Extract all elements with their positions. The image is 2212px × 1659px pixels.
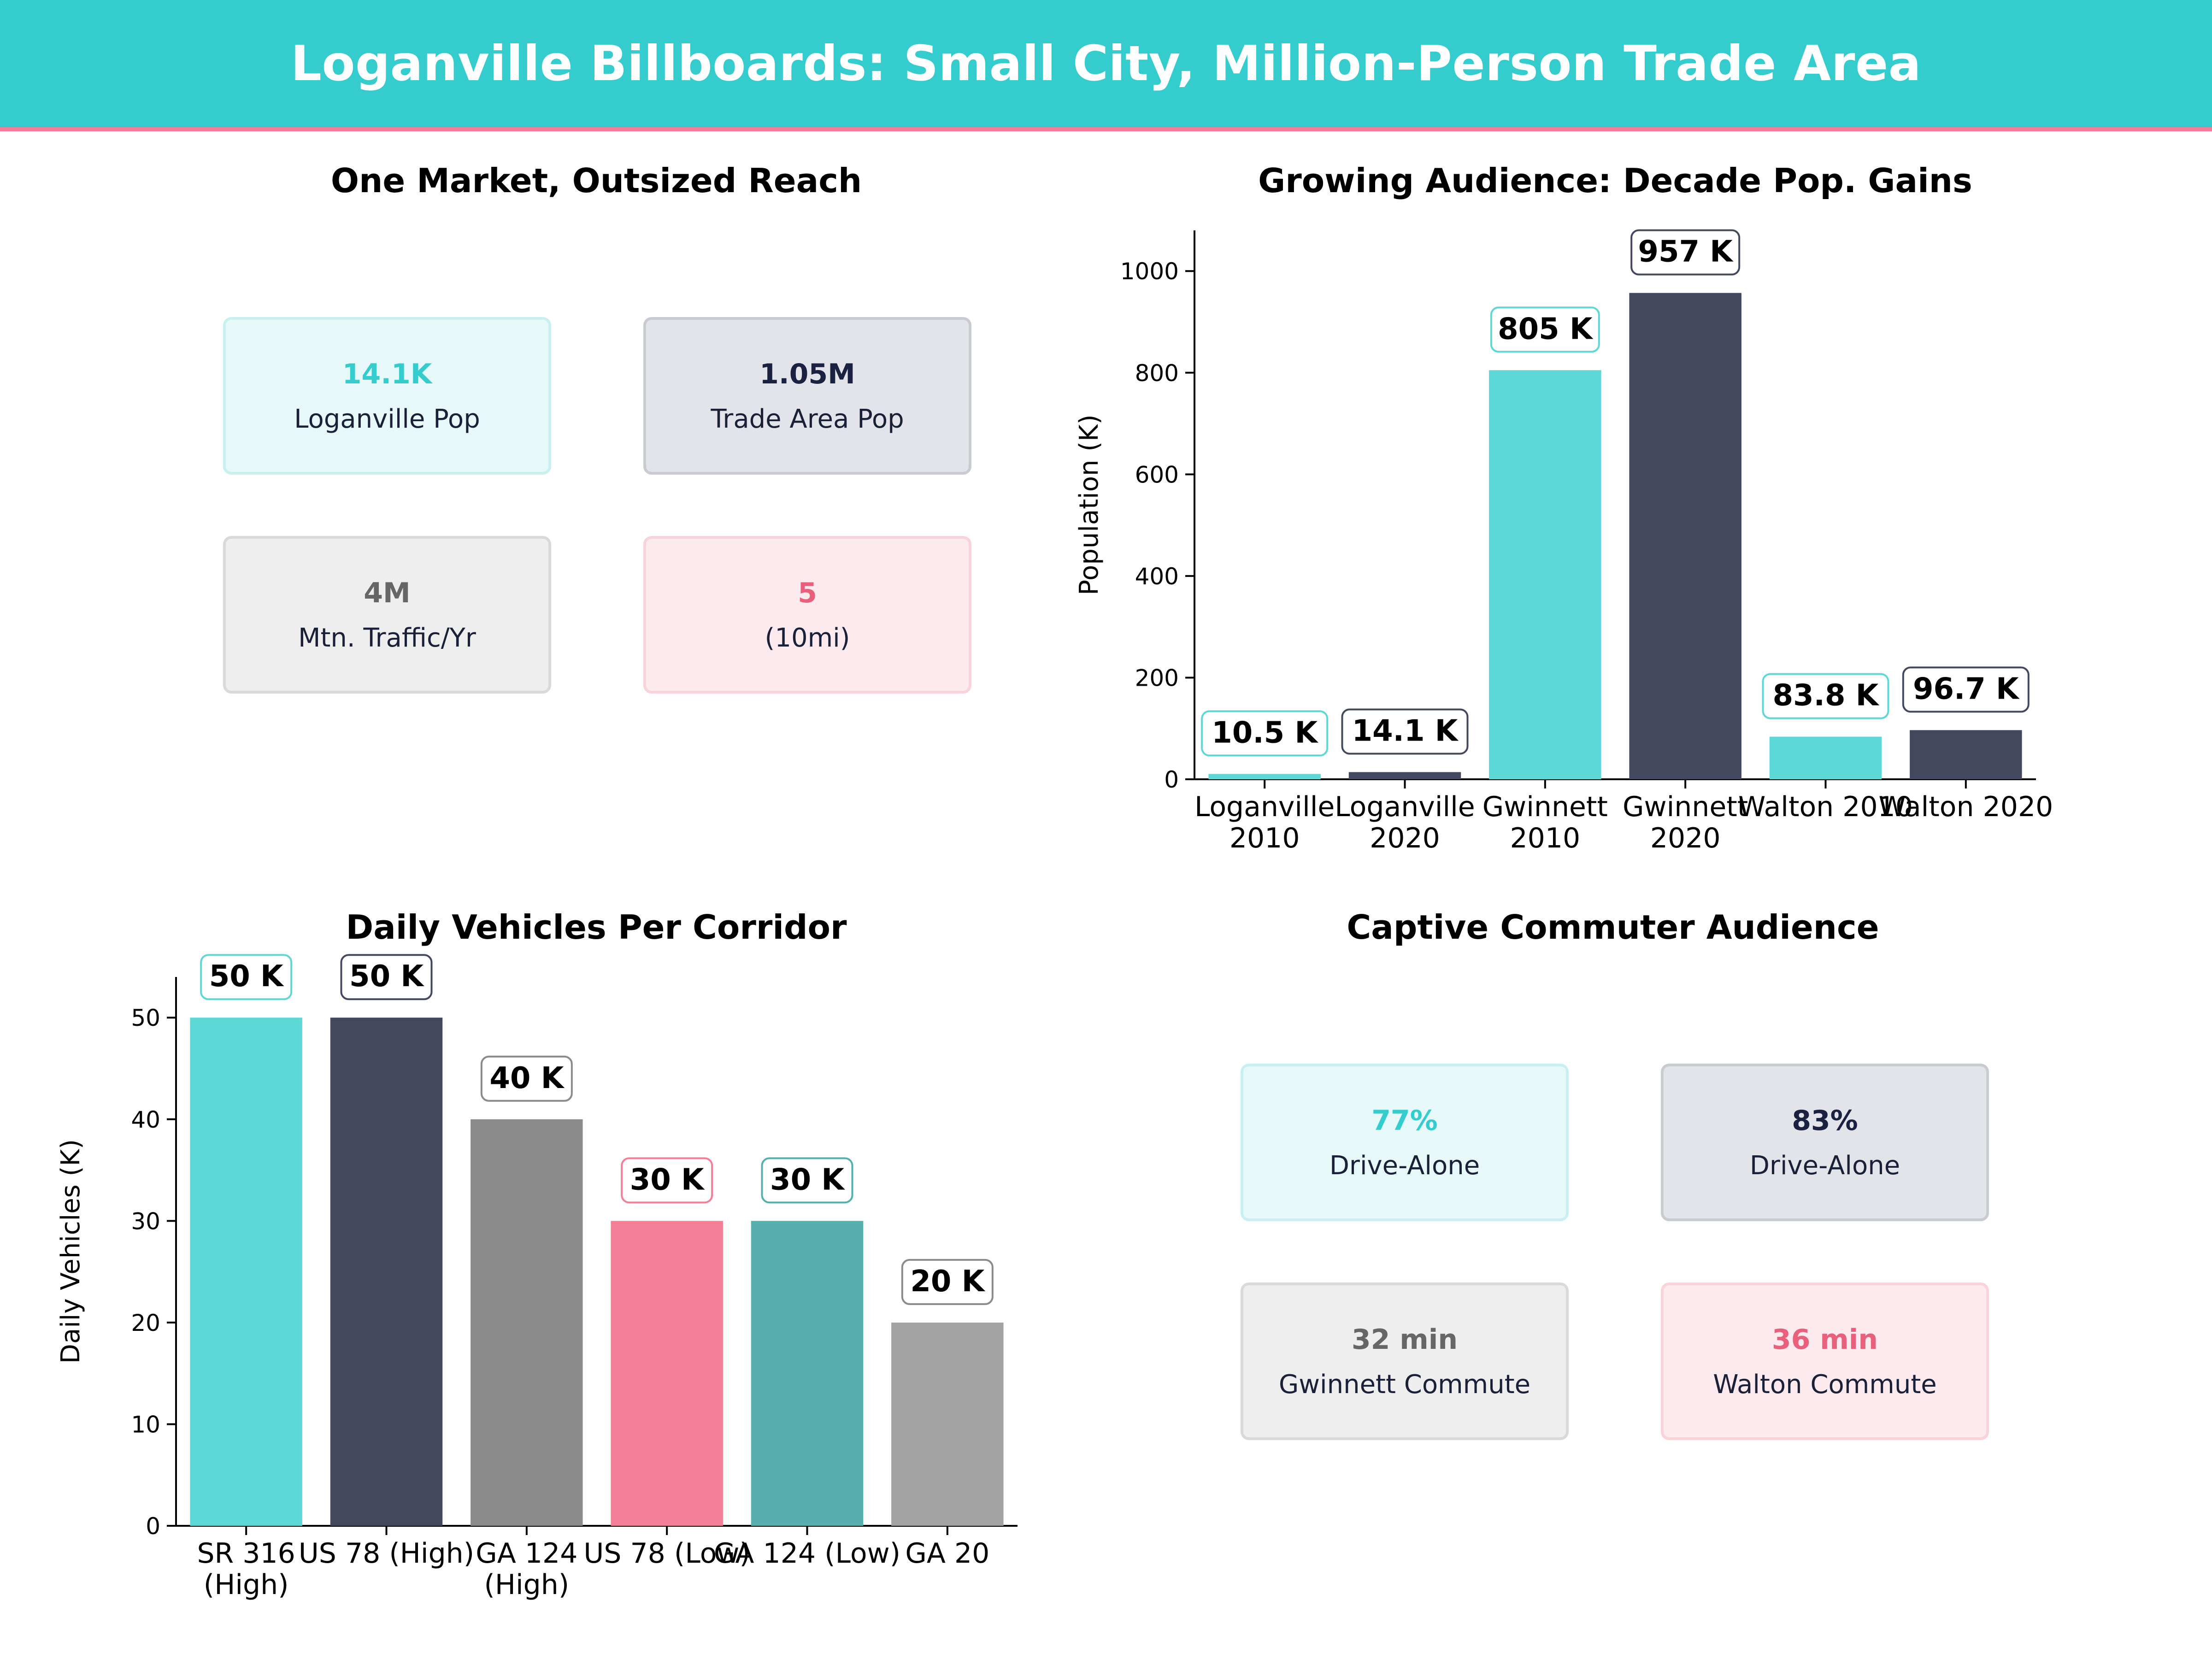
pop-data-label-box (1201, 710, 1329, 757)
veh-data-label-box (340, 954, 433, 1000)
pop-data-label: 957 K (1638, 235, 1734, 269)
commuter-card-value: 32 min (1351, 1323, 1458, 1356)
commuter-card-value: 77% (1371, 1104, 1438, 1137)
pop-x-tick-label: Loganville 2020 (1335, 791, 1475, 854)
market-card-value: 4M (364, 577, 411, 609)
vehicles-chart-title: Daily Vehicles Per Corridor (346, 908, 847, 947)
veh-data-label-box (621, 1157, 713, 1204)
pop-y-axis-label: Population (K) (1074, 414, 1104, 595)
commuter-card-2: 32 min Gwinnett Commute (1241, 1282, 1569, 1440)
pop-x-tick-label: Walton 2020 (1878, 791, 2053, 823)
market-card-value: 1.05M (759, 358, 855, 390)
veh-y-tick-label: 40 (131, 1106, 160, 1133)
commuter-card-label: Gwinnett Commute (1278, 1369, 1531, 1400)
veh-data-label: 50 K (209, 959, 284, 994)
commuter-card-value: 36 min (1771, 1323, 1878, 1356)
commuter-card-label: Drive-Alone (1749, 1150, 1900, 1181)
veh-data-label-box (480, 1055, 573, 1102)
veh-data-label-box (200, 954, 293, 1000)
pop-y-tick-label: 600 (1135, 461, 1179, 488)
veh-x-tick-label: US 78 (High) (299, 1537, 474, 1570)
pop-data-label-box (1341, 708, 1469, 755)
pop-bar (1489, 370, 1601, 779)
pop-bar (1208, 774, 1321, 779)
veh-data-label: 30 K (630, 1163, 705, 1197)
pop-data-label: 83.8 K (1773, 679, 1880, 713)
market-card-1: 1.05M Trade Area Pop (643, 317, 971, 475)
pop-x-tick-label: Loganville 2010 (1194, 791, 1335, 854)
commuter-card-0: 77% Drive-Alone (1241, 1064, 1569, 1221)
veh-y-tick-label: 10 (131, 1411, 160, 1438)
market-panel-title: One Market, Outsized Reach (330, 161, 862, 200)
veh-data-label-box (901, 1259, 994, 1305)
pop-bar (1348, 772, 1461, 779)
page-title: Loganville Billboards: Small City, Milli… (290, 35, 1922, 92)
pop-y-tick-label: 400 (1135, 563, 1179, 590)
pop-y-tick-label: 0 (1164, 766, 1179, 793)
pop-data-label: 10.5 K (1212, 716, 1318, 750)
veh-y-tick-label: 50 (131, 1005, 160, 1031)
veh-y-tick-label: 20 (131, 1310, 160, 1336)
market-card-label: Loganville Pop (294, 404, 480, 434)
veh-data-label: 20 K (910, 1265, 985, 1299)
veh-x-tick-label: SR 316 (High) (197, 1537, 295, 1601)
veh-x-tick-label: GA 124 (High) (476, 1537, 577, 1601)
pop-x-tick-label: Gwinnett 2020 (1623, 791, 1748, 854)
pop-data-label-box (1902, 666, 2030, 713)
pop-data-label: 805 K (1498, 312, 1594, 346)
pop-y-tick-label: 200 (1135, 665, 1179, 691)
veh-y-axis-label: Daily Vehicles (K) (56, 1139, 86, 1364)
commuter-panel-title: Captive Commuter Audience (1347, 908, 1879, 947)
pop-data-label: 14.1 K (1352, 714, 1459, 748)
veh-y-tick-label: 30 (131, 1208, 160, 1235)
population-chart-title: Growing Audience: Decade Pop. Gains (1258, 161, 1972, 200)
pop-bar (1769, 736, 1882, 779)
header-banner: Loganville Billboards: Small City, Milli… (0, 0, 2212, 131)
market-card-label: Mtn. Traffic/Yr (298, 623, 476, 653)
pop-data-label-box (1490, 306, 1600, 353)
market-card-label: Trade Area Pop (711, 404, 904, 434)
veh-data-label: 40 K (489, 1061, 565, 1095)
market-card-label: (10mi) (765, 623, 850, 653)
commuter-card-label: Drive-Alone (1329, 1150, 1480, 1181)
veh-bar (751, 1221, 864, 1526)
commuter-card-3: 36 min Walton Commute (1661, 1282, 1989, 1440)
pop-y-tick-label: 1000 (1120, 258, 1179, 285)
pop-y-tick-label: 800 (1135, 360, 1179, 387)
veh-x-tick-label: GA 124 (Low) (714, 1537, 900, 1570)
pop-bar (1629, 293, 1741, 780)
pop-data-label-box (1762, 673, 1889, 719)
commuter-card-value: 83% (1792, 1104, 1858, 1137)
veh-y-tick-label: 0 (146, 1513, 160, 1540)
commuter-card-1: 83% Drive-Alone (1661, 1064, 1989, 1221)
veh-x-tick-label: GA 20 (905, 1537, 989, 1570)
veh-bar (471, 1119, 583, 1526)
veh-data-label-box (761, 1157, 853, 1204)
pop-data-label-box (1630, 229, 1741, 276)
veh-bar (891, 1322, 1004, 1526)
pop-bar (1910, 730, 2022, 779)
market-card-value: 14.1K (342, 358, 432, 390)
pop-x-tick-label: Gwinnett 2010 (1483, 791, 1608, 854)
market-card-2: 4M Mtn. Traffic/Yr (223, 536, 551, 694)
veh-bar (611, 1221, 723, 1526)
commuter-card-label: Walton Commute (1713, 1369, 1937, 1400)
veh-bar (330, 1018, 443, 1526)
market-card-value: 5 (798, 577, 817, 609)
pop-x-tick-label: Walton 2010 (1738, 791, 1913, 823)
market-card-0: 14.1K Loganville Pop (223, 317, 551, 475)
veh-x-tick-label: US 78 (Low) (583, 1537, 750, 1570)
veh-bar (190, 1018, 302, 1526)
market-card-3: 5 (10mi) (643, 536, 971, 694)
veh-data-label: 30 K (770, 1163, 845, 1197)
pop-data-label: 96.7 K (1913, 672, 2020, 706)
veh-data-label: 50 K (349, 959, 424, 994)
